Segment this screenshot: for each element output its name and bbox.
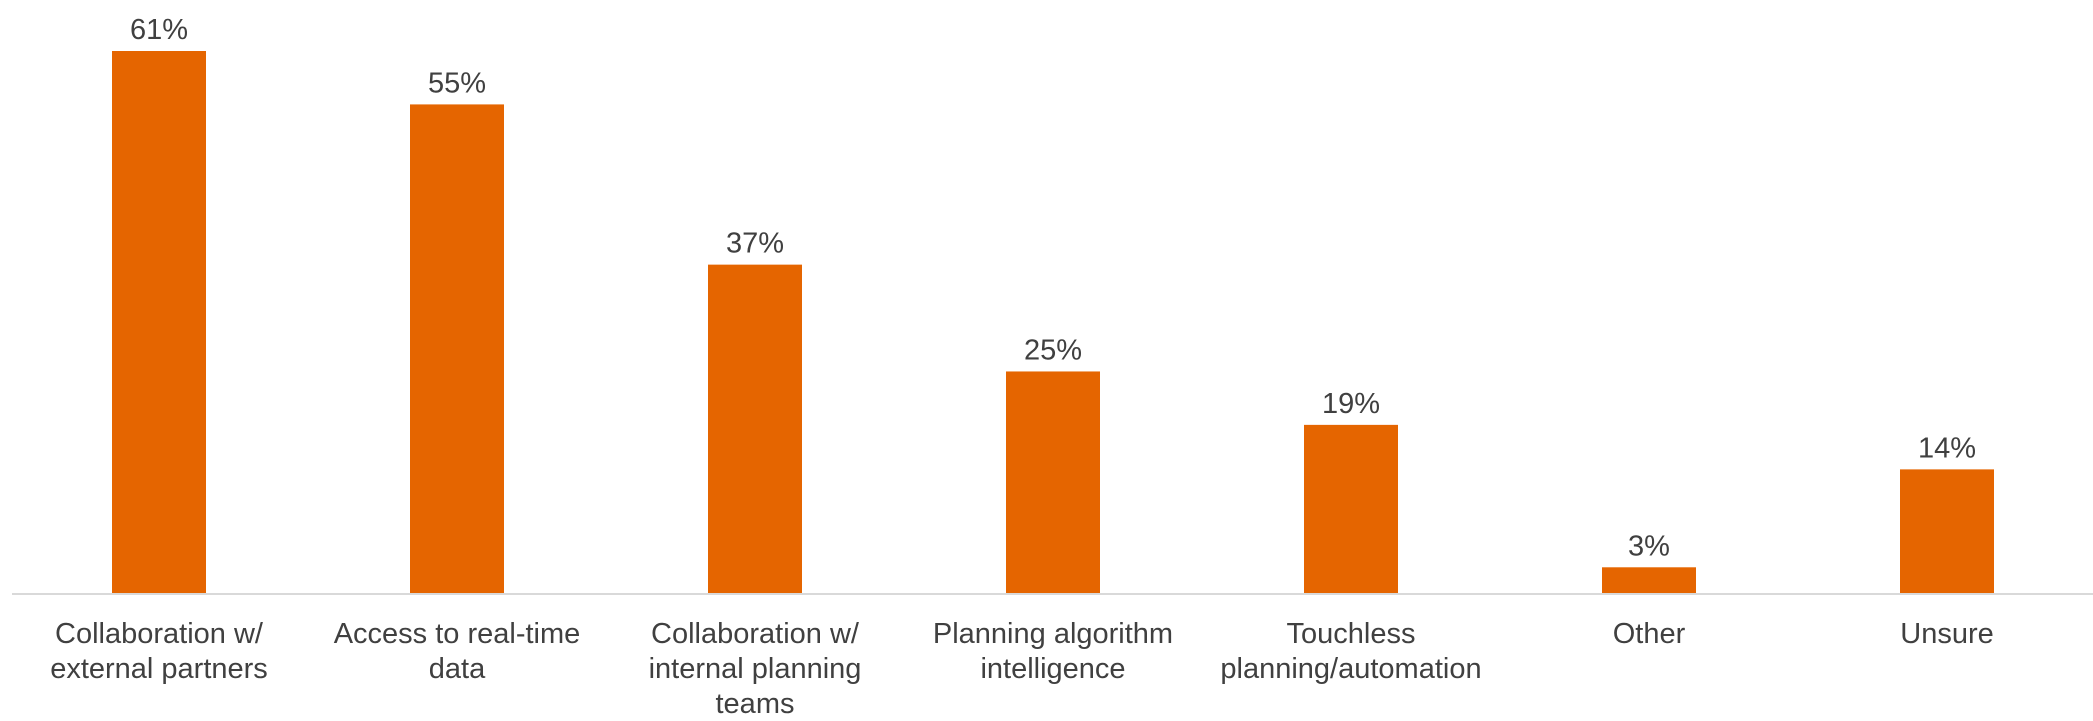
category-label-2-line-1: internal planning [649,653,862,685]
category-label-3-line-1: intelligence [980,653,1125,685]
category-label-5: Other [1613,618,1686,650]
category-label-2-line-0: Collaboration w/ [651,618,860,650]
bar-0 [112,51,206,594]
data-label-5: 3% [1628,530,1670,562]
category-label-0: Collaboration w/external partners [50,618,268,685]
bar-6 [1900,469,1994,594]
data-label-6: 14% [1918,432,1976,464]
bar-4 [1304,424,1398,594]
data-label-0: 61% [130,14,188,46]
bar-1 [410,104,504,594]
bars-group [112,51,1994,594]
category-label-1-line-0: Access to real-time [334,618,581,650]
category-label-2: Collaboration w/internal planning teams [649,618,862,720]
bar-5 [1602,567,1696,594]
data-label-2: 37% [726,228,784,260]
data-label-3: 25% [1024,334,1082,366]
category-label-6: Unsure [1900,618,1994,650]
category-label-0-line-0: Collaboration w/ [55,618,264,650]
category-label-4-line-0: Touchless [1287,618,1416,650]
bar-3 [1006,371,1100,594]
category-label-1: Access to real-time data [334,618,581,685]
category-label-3-line-0: Planning algorithm [933,618,1173,650]
category-label-2-line-2: teams [716,688,795,720]
category-label-4: Touchless planning/automation [1220,618,1481,685]
category-label-6-line-0: Unsure [1900,618,1994,650]
data-label-1: 55% [428,67,486,99]
category-label-0-line-1: external partners [50,653,268,685]
category-label-3: Planning algorithm intelligence [933,618,1173,685]
category-label-1-line-1: data [429,653,486,685]
value-labels-group: 61% 55% 37% 25% 19% 3% 14% [130,14,1976,562]
category-label-4-line-1: planning/automation [1220,653,1481,685]
bar-2 [708,264,802,594]
category-labels-group: Collaboration w/external partners Access … [50,618,1994,720]
data-label-4: 19% [1322,388,1380,420]
category-label-5-line-0: Other [1613,618,1686,650]
